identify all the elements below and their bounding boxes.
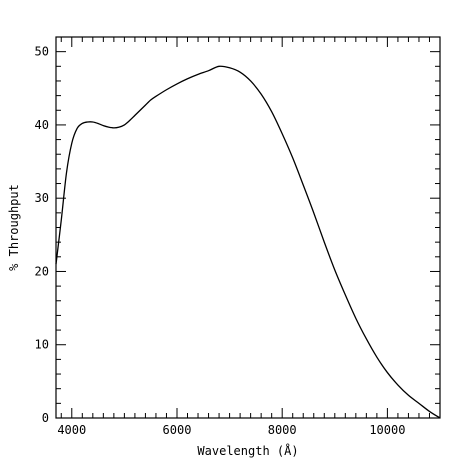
x-tick-label: 4000: [57, 423, 86, 437]
y-tick-label: 30: [35, 191, 49, 205]
plot-frame: [55, 36, 441, 419]
y-axis-label: % Throughput: [7, 184, 21, 271]
x-axis-label: Wavelength (Å): [197, 443, 298, 458]
tick-labels: 4000 6000 8000 10000 0 10 20 30 40 50: [35, 45, 406, 437]
x-tick-label: 6000: [163, 423, 192, 437]
y-tick-label: 20: [35, 264, 49, 278]
tick-marks: [56, 36, 441, 419]
throughput-curve: [55, 65, 441, 419]
y-tick-label: 0: [42, 411, 49, 425]
y-tick-label: 50: [35, 45, 49, 59]
x-tick-label: 10000: [369, 423, 405, 437]
y-tick-label: 40: [35, 118, 49, 132]
y-tick-label: 10: [35, 338, 49, 352]
x-tick-label: 8000: [268, 423, 297, 437]
